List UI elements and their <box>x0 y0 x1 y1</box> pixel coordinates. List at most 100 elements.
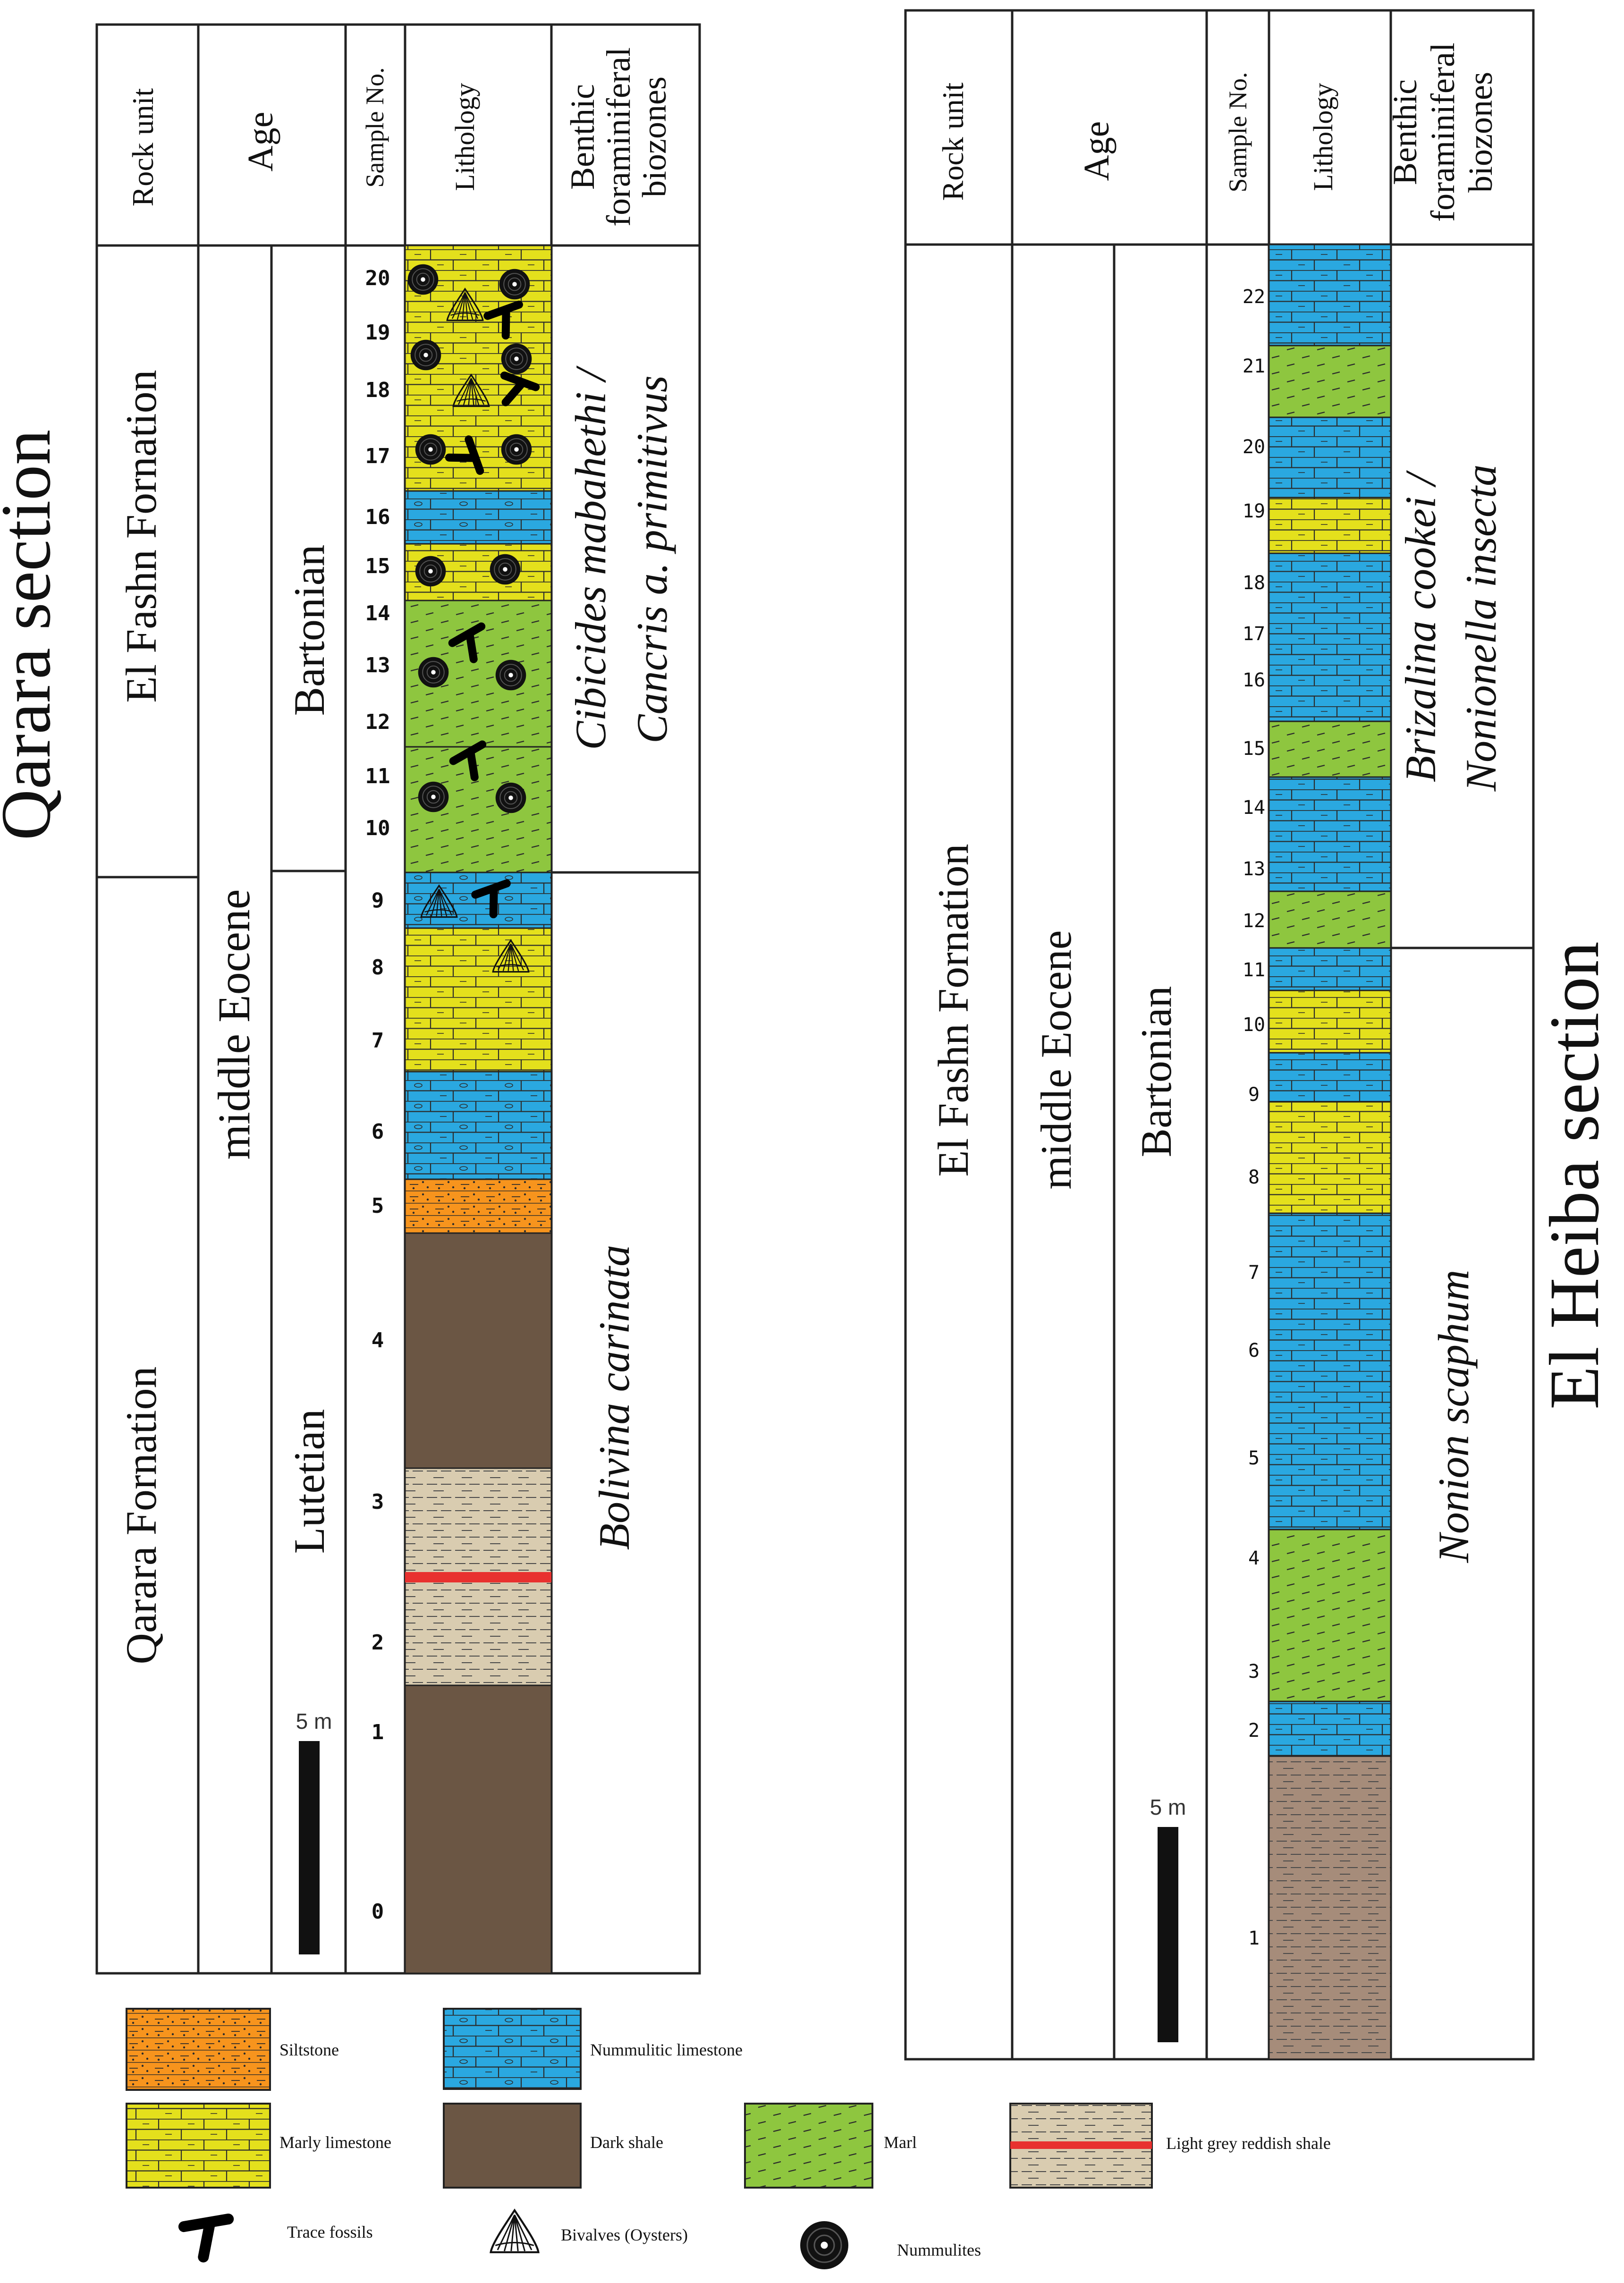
heiba-layer-nummulitic-limestone-pattern <box>1269 553 1391 721</box>
legend-label-siltstone: Siltstone <box>279 2040 339 2059</box>
qarara-reddish-band <box>405 1572 551 1582</box>
qarara-lithology-column <box>404 245 552 1974</box>
qarara-biozone-upper-2: Cancris a. primitivus <box>628 375 676 743</box>
qarara-layer-dark-shale-fill <box>405 1685 551 1973</box>
qarara-layer-dark-shale-outline <box>404 1684 552 1974</box>
heiba-age: middle Eocene <box>1032 930 1080 1189</box>
qarara-layer-marly-limestone-pattern <box>405 928 551 1072</box>
qarara-sample-number: 6 <box>372 1120 384 1144</box>
qarara-sample-number: 20 <box>365 266 390 290</box>
legend-label-bivalves: Bivalves (Oysters) <box>561 2225 688 2244</box>
qarara-stage-upper: Bartonian <box>285 545 333 716</box>
qarara-sample-number: 18 <box>365 378 390 402</box>
qarara-layer-nummulitic-limestone-pattern <box>405 872 551 928</box>
qarara-scale-bar <box>299 1741 320 1954</box>
heiba-sample-number: 13 <box>1243 858 1265 880</box>
legend-swatch-reddish-band <box>1010 2141 1152 2149</box>
qarara-section: Qarara section 2019181716151413121110987… <box>0 23 701 1975</box>
heiba-sample-number: 5 <box>1248 1447 1260 1469</box>
qarara-biozone-lower: Bolivina carinata <box>590 1245 638 1550</box>
nummulites-icon <box>499 268 531 300</box>
heiba-biozone-upper-1: Brizalina cookei / <box>1396 470 1445 783</box>
heiba-sample-number: 2 <box>1248 1720 1260 1742</box>
legend-swatch-marly-limestone-pattern <box>126 2103 271 2189</box>
qarara-sample-number: 1 <box>372 1720 384 1744</box>
qarara-header-biozone-3: biozones <box>635 76 673 197</box>
qarara-sample-number: 4 <box>372 1328 384 1353</box>
heiba-layer-nummulitic-limestone-pattern <box>1269 1213 1391 1530</box>
heiba-sample-number: 3 <box>1248 1661 1260 1683</box>
heiba-biozone-upper-2: Nonionella insecta <box>1457 465 1505 792</box>
heiba-sample-number: 6 <box>1248 1340 1260 1361</box>
heiba-layer-nummulitic-limestone-pattern <box>1269 948 1391 990</box>
heiba-sample-number: 1 <box>1248 1928 1260 1949</box>
qarara-layer-siltstone-pattern <box>405 1179 551 1233</box>
heiba-layer-nummulitic-limestone-pattern <box>1269 1701 1391 1756</box>
heiba-layer-marly-limestone-pattern <box>1269 1102 1391 1213</box>
heiba-header-biozone-3: biozones <box>1462 72 1499 193</box>
nummulites-icon <box>414 555 447 587</box>
qarara-scale-label: 5 m <box>296 1709 332 1733</box>
heiba-header-sample: Sample No. <box>1224 72 1252 193</box>
legend-bivalves-icon <box>491 2210 539 2252</box>
qarara-biozone-upper-1: Cibicides mabahethi / <box>567 365 615 750</box>
nummulites-icon <box>500 433 533 465</box>
heiba-lithology-column <box>1268 244 1392 2060</box>
heiba-layer-marly-limestone-pattern <box>1269 990 1391 1053</box>
legend-label-light-grey-shale: Light grey reddish shale <box>1166 2134 1331 2153</box>
heiba-biozone-lower: Nonion scaphum <box>1429 1270 1478 1564</box>
heiba-table-frame <box>904 9 1535 2061</box>
qarara-header-rock-unit: Rock unit <box>126 88 160 206</box>
heiba-scale-label: 5 m <box>1150 1795 1186 1819</box>
qarara-table-frame <box>95 23 701 1975</box>
qarara-layer-nummulitic-limestone-pattern <box>405 1072 551 1179</box>
legend: Siltstone Nummulitic limestone Marly lim… <box>126 2008 1331 2270</box>
heiba-sample-number: 22 <box>1243 286 1265 308</box>
qarara-title: Qarara section <box>0 430 65 840</box>
heiba-sample-number: 15 <box>1243 738 1265 760</box>
heiba-sample-number: 16 <box>1243 669 1265 691</box>
heiba-layer-shale-pattern <box>1269 1756 1391 2059</box>
heiba-layer-marly-limestone-pattern <box>1269 498 1391 553</box>
heiba-layer-shale-outline <box>1268 1755 1392 2060</box>
qarara-header-biozone-1: Benthic <box>564 84 601 190</box>
heiba-outer-border <box>904 9 1535 2061</box>
heiba-header-lithology: Lithology <box>1308 83 1338 191</box>
qarara-layer-dark-shale-fill <box>405 1233 551 1468</box>
qarara-header-biozone-2: foraminiferal <box>600 47 637 227</box>
nummulites-icon <box>495 659 527 691</box>
heiba-sample-number: 14 <box>1243 797 1265 819</box>
heiba-sample-number: 17 <box>1243 623 1265 645</box>
legend-label-nummulites: Nummulites <box>897 2241 981 2259</box>
legend-swatch-dark-shale <box>443 2103 582 2189</box>
legend-label-trace-fossils: Trace fossils <box>287 2223 373 2241</box>
qarara-header-sample: Sample No. <box>361 68 389 188</box>
legend-label-marly-limestone: Marly limestone <box>279 2133 391 2152</box>
qarara-sample-number: 12 <box>365 710 390 734</box>
qarara-age: middle Eocene <box>209 889 259 1159</box>
heiba-sample-number: 11 <box>1243 959 1265 981</box>
heiba-sample-number: 10 <box>1243 1014 1265 1036</box>
qarara-sample-number: 0 <box>372 1900 384 1924</box>
legend-swatch-nummulitic-limestone-pattern <box>443 2008 582 2090</box>
nummulites-icon <box>414 433 447 465</box>
heiba-title: El Heiba section <box>1535 941 1614 1409</box>
nummulites-icon <box>417 656 449 688</box>
heiba-scale-bar <box>1158 1827 1178 2042</box>
heiba-header-age: Age <box>1077 121 1116 181</box>
heiba-layer-marl-pattern <box>1269 346 1391 417</box>
heiba-sample-number: 9 <box>1248 1084 1260 1106</box>
qarara-formation-lower: Qarara Fornation <box>117 1367 165 1665</box>
qarara-sample-number: 19 <box>365 321 390 345</box>
heiba-layer-marl-pattern <box>1269 891 1391 948</box>
legend-swatch-marl-pattern <box>744 2103 873 2189</box>
heiba-layer-nummulitic-limestone-pattern <box>1269 777 1391 891</box>
nummulites-icon <box>407 263 439 296</box>
qarara-sample-number: 3 <box>372 1490 384 1514</box>
qarara-sample-number: 7 <box>372 1029 384 1053</box>
qarara-layer-nummulitic-limestone-pattern <box>405 491 551 544</box>
heiba-sample-number: 8 <box>1248 1167 1260 1188</box>
